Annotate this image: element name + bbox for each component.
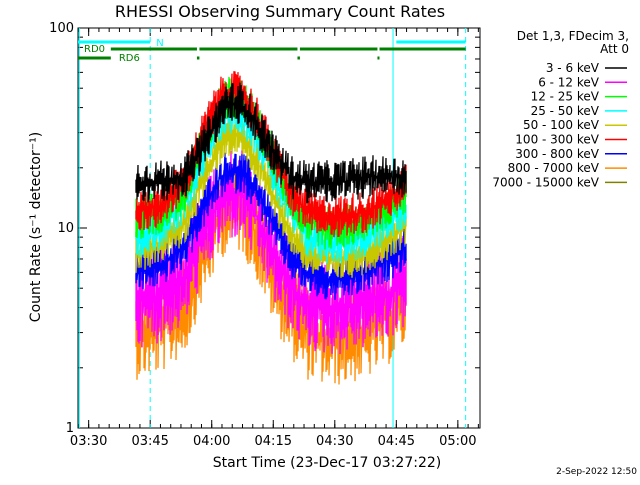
legend-label: 3 - 6 keV bbox=[546, 61, 600, 75]
series-line bbox=[135, 152, 407, 300]
series-line bbox=[135, 82, 407, 204]
x-tick-label: 03:30 bbox=[70, 434, 107, 449]
legend-label: 25 - 50 keV bbox=[531, 104, 600, 118]
legend-header-line2: Att 0 bbox=[600, 42, 629, 56]
x-tick-label: 04:45 bbox=[378, 434, 415, 449]
footer-timestamp: 2-Sep-2022 12:50 bbox=[556, 467, 637, 477]
x-tick-label: 04:30 bbox=[316, 434, 353, 449]
legend-label: 12 - 25 keV bbox=[531, 90, 600, 104]
series-path bbox=[135, 152, 407, 300]
y-tick-label: 1 bbox=[66, 421, 74, 436]
y-tick-label: 10 bbox=[57, 221, 74, 236]
x-axis-label: Start Time (23-Dec-17 03:27:22) bbox=[213, 455, 441, 471]
legend-label: 300 - 800 keV bbox=[515, 147, 599, 161]
x-tick-label: 04:15 bbox=[255, 434, 292, 449]
chart-title: RHESSI Observing Summary Count Rates bbox=[115, 2, 445, 21]
legend-label: 7000 - 15000 keV bbox=[492, 175, 599, 189]
flag-label: RD6 bbox=[119, 53, 140, 64]
legend-label: 100 - 300 keV bbox=[515, 133, 599, 147]
series-path bbox=[135, 82, 407, 204]
flag-label: RD0 bbox=[84, 44, 105, 55]
legend-label: 800 - 7000 keV bbox=[508, 161, 600, 175]
y-axis-label: Count Rate (s⁻¹ detector⁻¹) bbox=[28, 132, 44, 322]
legend-label: 50 - 100 keV bbox=[523, 118, 600, 132]
series-line bbox=[135, 149, 407, 355]
legend-header-line1: Det 1,3, FDecim 3, bbox=[517, 29, 629, 43]
series-path bbox=[135, 149, 407, 355]
x-tick-label: 05:00 bbox=[439, 434, 476, 449]
x-tick-label: 03:45 bbox=[131, 434, 168, 449]
x-tick-label: 04:00 bbox=[193, 434, 230, 449]
legend-label: 6 - 12 keV bbox=[538, 75, 600, 89]
flag-label: N bbox=[156, 38, 163, 49]
y-tick-label: 100 bbox=[49, 21, 74, 36]
